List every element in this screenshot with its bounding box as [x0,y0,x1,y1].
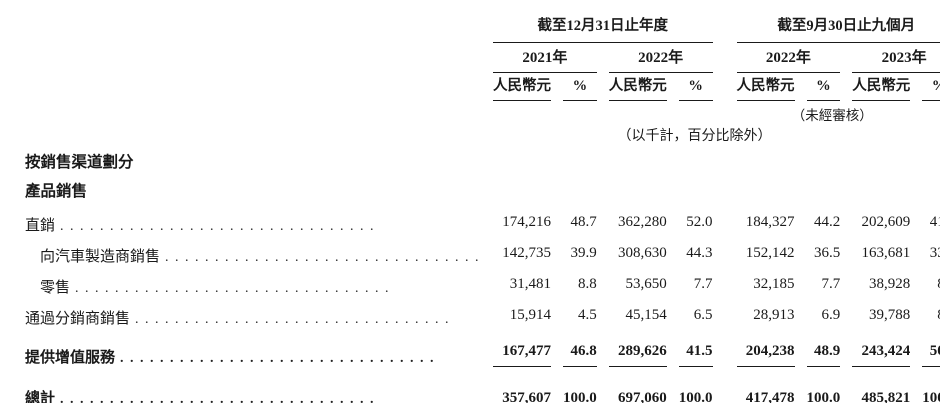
cell-value: 100.0 [679,367,713,403]
cell-value: 33.7 [929,245,940,261]
cell-value: 243,424 [852,328,911,367]
cell-value: 7.7 [693,276,713,292]
table-body: 按銷售渠道劃分 產品銷售 直銷 . . . . . . . . . . . . .… [25,146,940,403]
cell-value: 28,913 [753,307,795,323]
cell-value: 4.5 [578,307,597,323]
period-group-year-ended: 截至12月31日止年度 [493,8,713,43]
cell-value: 52.0 [686,214,713,230]
units-note: （以千計，百分比除外） [617,129,772,144]
dot-leader: . . . . . . . . . . . . . . . . . . . . … [60,219,376,234]
col-header-pct: % [678,73,713,101]
table-header: 截至12月31日止年度 截至9月30日止九個月 2021年 2022年 2022… [25,8,940,146]
units-note-row: （以千計，百分比除外） [25,124,940,146]
cell-value: 41.7 [929,214,940,230]
dot-leader: . . . . . . . . . . . . . . . . . . . . … [135,312,451,327]
cell-value: 15,914 [509,307,552,323]
cell-value: 44.2 [814,214,841,230]
cell-value: 36.5 [814,245,841,261]
revenue-by-sales-channel-table: 截至12月31日止年度 截至9月30日止九個月 2021年 2022年 2022… [13,8,940,403]
cell-value: 53,650 [625,276,667,292]
cell-value: 697,060 [609,367,667,403]
period-group-row: 截至12月31日止年度 截至9月30日止九個月 [25,8,940,43]
cell-value: 8.8 [578,276,597,292]
table-row: 零售 . . . . . . . . . . . . . . . . . . . … [25,266,940,297]
col-header-rmb: 人民幣元 [852,73,911,101]
cell-value: 184,327 [745,214,795,230]
cell-value: 7.7 [821,276,841,292]
row-label: 直銷 [25,218,56,234]
cell-value: 39.9 [570,245,597,261]
cell-value: 417,478 [737,367,795,403]
cell-value: 48.7 [570,214,597,230]
table-row: 向汽車製造商銷售 . . . . . . . . . . . . . . . . … [25,235,940,266]
cell-value: 100.0 [807,367,841,403]
year-2022: 2022年 [608,43,713,73]
unaudited-note: （未經審核） [791,108,873,123]
cell-value: 362,280 [618,214,667,230]
col-header-rmb: 人民幣元 [493,73,552,101]
dot-leader: . . . . . . . . . . . . . . . . . . . . … [60,392,376,403]
cell-value: 6.5 [693,307,713,323]
row-label: 零售 [40,280,71,296]
cell-value: 38,928 [869,276,911,292]
cell-value: 485,821 [852,367,911,403]
year-2023: 2023年 [852,43,940,73]
table-row: 提供增值服務 . . . . . . . . . . . . . . . . . … [25,328,940,367]
cell-value: 289,626 [608,328,667,367]
section-label: 按銷售渠道劃分 [25,153,134,171]
table-row: 總計 . . . . . . . . . . . . . . . . . . . … [25,367,940,403]
section-header-row: 產品銷售 [25,175,940,204]
dot-leader: . . . . . . . . . . . . . . . . . . . . … [75,281,391,296]
cell-value: 308,630 [618,245,667,261]
cell-value: 39,788 [869,307,911,323]
col-header-rmb: 人民幣元 [736,73,795,101]
cell-value: 202,609 [861,214,911,230]
cell-value: 31,481 [509,276,552,292]
cell-value: 100.0 [922,367,940,403]
cell-value: 163,681 [861,245,911,261]
cell-value: 32,185 [753,276,795,292]
cell-value: 50.1 [922,328,940,367]
cell-value: 152,142 [745,245,795,261]
cell-value: 48.9 [806,328,841,367]
cell-value: 8.0 [922,266,940,297]
row-label: 通過分銷商銷售 [25,311,131,327]
year-row: 2021年 2022年 2022年 2023年 [25,43,940,73]
cell-value: 6.9 [821,307,841,323]
cell-value: 357,607 [493,367,551,403]
section-header-row: 按銷售渠道劃分 [25,146,940,175]
cell-value: 142,735 [502,245,552,261]
row-label: 向汽車製造商銷售 [40,249,161,265]
col-header-rmb: 人民幣元 [608,73,667,101]
cell-value: 46.8 [563,328,597,367]
period-group-nine-months: 截至9月30日止九個月 [736,8,940,43]
dot-leader: . . . . . . . . . . . . . . . . . . . . … [120,351,436,366]
cell-value: 100.0 [563,367,597,403]
cell-value: 8.2 [922,297,940,328]
row-label: 總計 [25,391,56,403]
table-row: 通過分銷商銷售 . . . . . . . . . . . . . . . . .… [25,297,940,328]
col-header-pct: % [922,73,940,101]
row-label: 提供增值服務 [25,350,116,366]
cell-value: 204,238 [736,328,795,367]
year-2021: 2021年 [493,43,597,73]
dot-leader: . . . . . . . . . . . . . . . . . . . . … [165,250,481,265]
unaudited-note-row: （未經審核） [25,101,940,124]
table-row: 直銷 . . . . . . . . . . . . . . . . . . . … [25,204,940,235]
section-label: 產品銷售 [25,182,88,200]
col-header-pct: % [563,73,597,101]
col-header-pct: % [806,73,841,101]
cell-value: 174,216 [502,214,552,230]
cell-value: 41.5 [678,328,713,367]
column-header-row: 人民幣元 % 人民幣元 % 人民幣元 % 人民幣元 % [25,73,940,101]
cell-value: 45,154 [625,307,667,323]
year-2022-nine-months: 2022年 [736,43,841,73]
cell-value: 44.3 [686,245,713,261]
cell-value: 167,477 [493,328,552,367]
